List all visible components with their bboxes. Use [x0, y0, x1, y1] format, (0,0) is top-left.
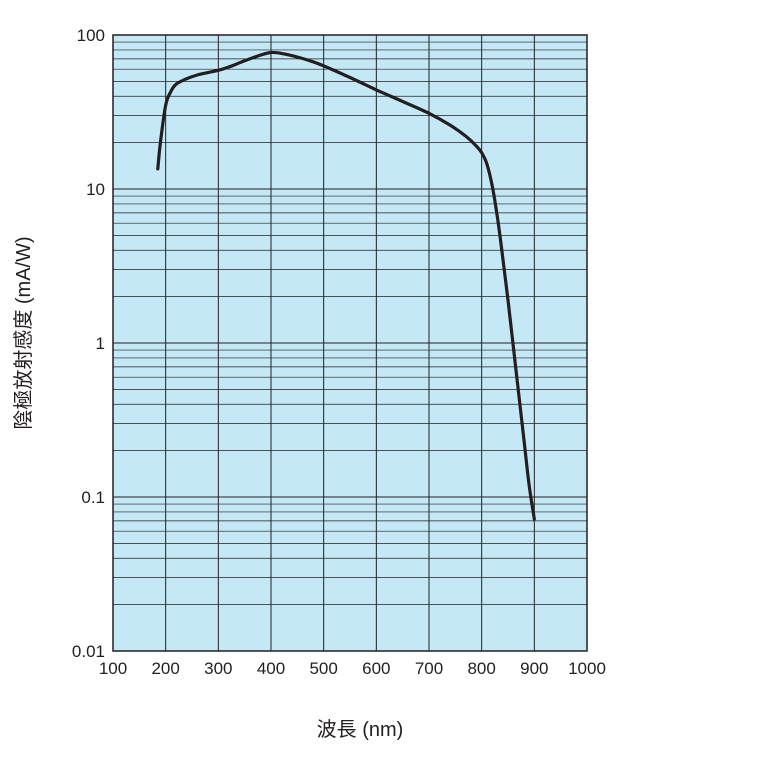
- x-tick-label: 500: [309, 659, 337, 678]
- y-axis-title: 陰極放射感度 (mA/W): [12, 236, 35, 429]
- x-tick-label: 600: [362, 659, 390, 678]
- grid-minor: [113, 41, 587, 605]
- grid-major: [113, 35, 587, 651]
- x-axis-title: 波長 (nm): [317, 718, 404, 741]
- x-tick-labels: 100 200 300 400 500 600 700 800 900 1000: [99, 659, 606, 678]
- x-tick-label: 700: [415, 659, 443, 678]
- x-tick-label: 800: [467, 659, 495, 678]
- series-line: [156, 50, 536, 521]
- x-tick-label: 100: [99, 659, 127, 678]
- y-tick-label: 1: [96, 334, 105, 353]
- x-tick-label: 200: [151, 659, 179, 678]
- y-tick-label: 10: [86, 180, 105, 199]
- y-tick-label: 100: [77, 26, 105, 45]
- x-tick-label: 900: [520, 659, 548, 678]
- x-tick-label: 1000: [568, 659, 606, 678]
- x-tick-label: 400: [257, 659, 285, 678]
- y-tick-label: 0.1: [81, 488, 105, 507]
- x-tick-label: 300: [204, 659, 232, 678]
- plot-frame: [112, 34, 588, 652]
- y-tick-label: 0.01: [72, 642, 105, 661]
- y-tick-labels: 100 10 1 0.1 0.01: [72, 26, 105, 661]
